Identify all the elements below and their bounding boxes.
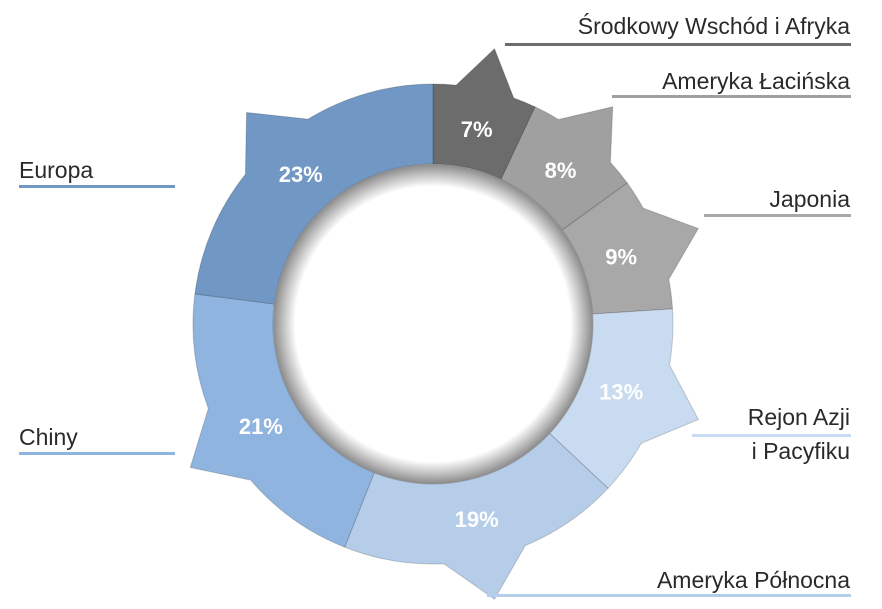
rule-north-america [487,594,851,597]
value-label-mea: 7% [461,117,493,142]
rule-middle-east-africa [505,43,851,46]
rule-japan [704,214,851,217]
label-asia-pacific-line2: i Pacyfiku [751,438,850,464]
value-label-europe: 23% [279,162,323,187]
value-label-japan: 9% [605,244,637,269]
rule-asia-pacific [692,434,851,437]
value-label-china: 21% [239,414,283,439]
label-middle-east-africa: Środkowy Wschód i Afryka [577,13,850,39]
label-north-america: Ameryka Północna [656,567,850,593]
value-label-asia-pacific: 13% [599,380,643,405]
label-china: Chiny [19,424,78,450]
label-asia-pacific-line1: Rejon Azji [747,404,850,430]
value-label-latin-america: 8% [545,158,577,183]
donut-hole [273,164,593,484]
rule-china [19,452,175,455]
label-europe: Europa [19,157,94,183]
label-latin-america: Ameryka Łacińska [662,68,850,94]
rule-latin-america [612,95,851,98]
label-japan: Japonia [769,186,850,212]
value-label-north-america: 19% [455,507,499,532]
rule-europe [19,185,175,188]
